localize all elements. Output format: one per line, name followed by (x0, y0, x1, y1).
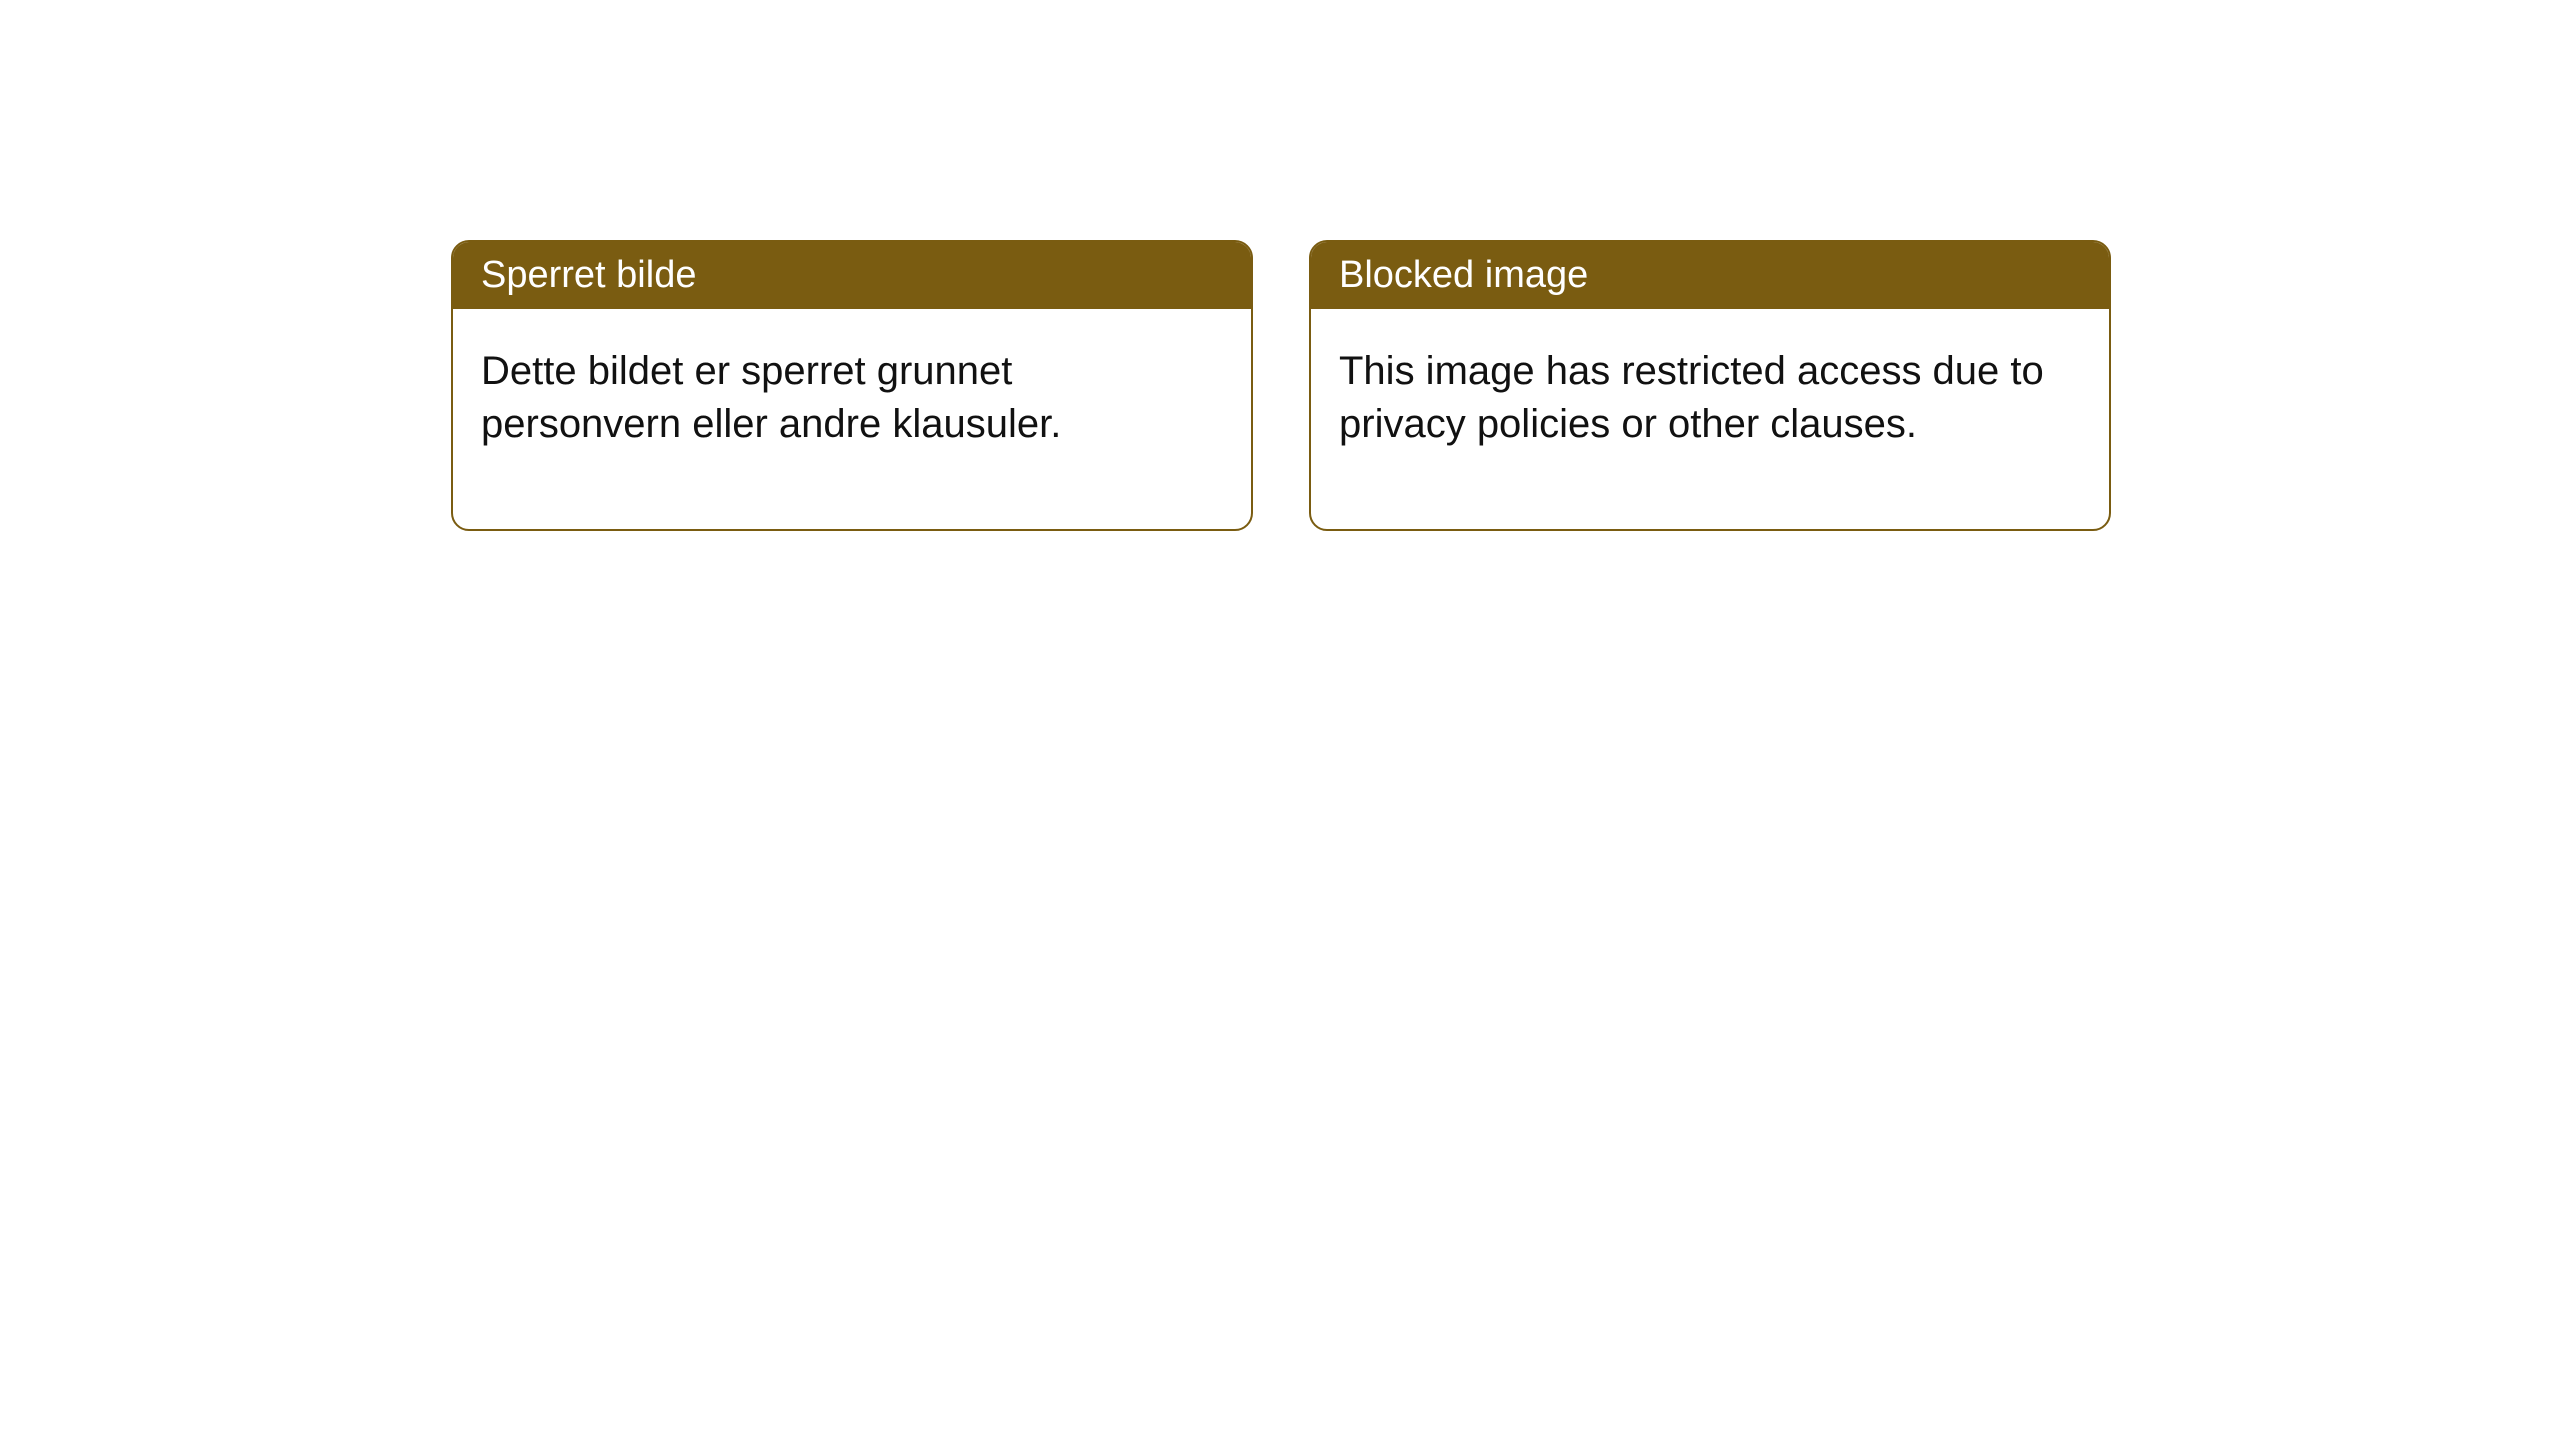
notice-header: Sperret bilde (453, 242, 1251, 309)
notice-card-norwegian: Sperret bilde Dette bildet er sperret gr… (451, 240, 1253, 531)
notice-title: Blocked image (1339, 254, 1588, 296)
notice-body: This image has restricted access due to … (1311, 309, 2109, 529)
notice-card-english: Blocked image This image has restricted … (1309, 240, 2111, 531)
notice-title: Sperret bilde (481, 254, 696, 296)
notice-container: Sperret bilde Dette bildet er sperret gr… (451, 240, 2111, 531)
notice-body-text: Dette bildet er sperret grunnet personve… (481, 349, 1061, 446)
notice-body: Dette bildet er sperret grunnet personve… (453, 309, 1251, 529)
notice-header: Blocked image (1311, 242, 2109, 309)
notice-body-text: This image has restricted access due to … (1339, 349, 2044, 446)
